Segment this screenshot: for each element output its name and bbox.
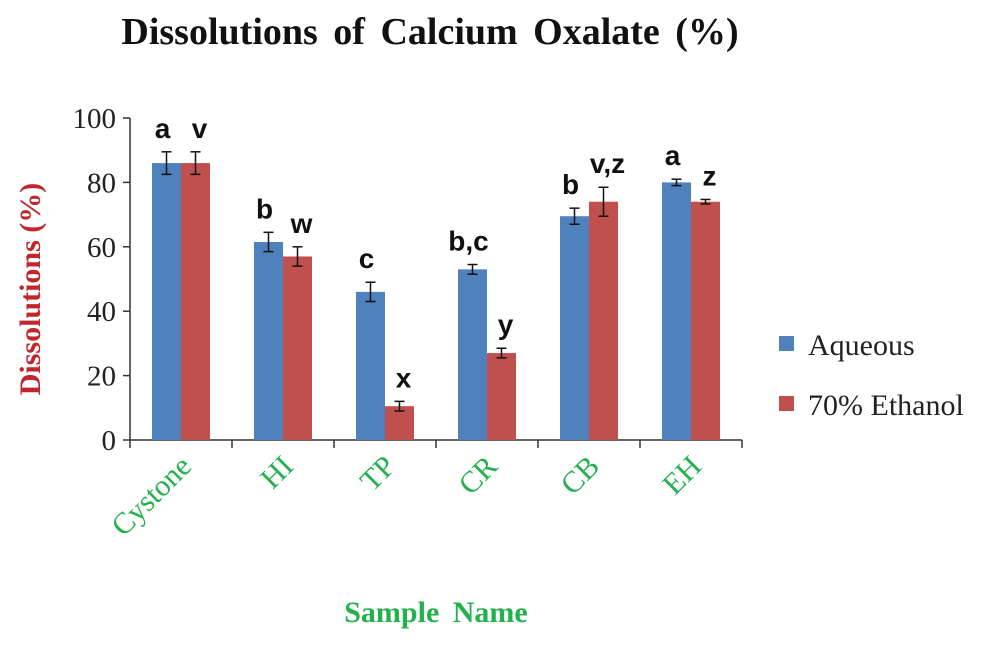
bar-aqueous (356, 291, 385, 440)
y-tick-label: 80 (87, 167, 116, 199)
bar-ethanol (283, 256, 312, 440)
significance-label: x (396, 362, 412, 393)
significance-label: v (192, 113, 208, 144)
category-label: CB (554, 450, 606, 502)
significance-label: a (665, 140, 681, 171)
bar-aqueous (152, 163, 181, 440)
significance-label: w (290, 208, 313, 239)
bar-aqueous (662, 182, 691, 440)
significance-label: b,c (448, 226, 488, 257)
bar-aqueous (458, 269, 487, 440)
category-label: Cystone (105, 450, 198, 543)
significance-label: y (498, 309, 514, 340)
significance-label: b (562, 169, 579, 200)
bar-ethanol (385, 406, 414, 440)
bar-ethanol (589, 201, 618, 440)
category-label: CR (452, 450, 504, 502)
y-tick-label: 20 (87, 361, 116, 393)
legend-label: Aqueous (808, 329, 915, 362)
significance-label: v,z (590, 148, 625, 179)
y-tick-label: 60 (87, 232, 116, 264)
legend-swatch-aqueous (779, 336, 794, 351)
legend-swatch-ethanol (779, 396, 794, 411)
y-tick-label: 40 (87, 296, 116, 328)
category-label: HI (254, 450, 300, 496)
y-axis-title: Dissolutions (%) (14, 183, 47, 396)
significance-label: a (155, 113, 171, 144)
bar-ethanol (487, 353, 516, 440)
category-label: TP (354, 450, 402, 498)
y-tick-label: 100 (73, 103, 117, 135)
bar-ethanol (181, 163, 210, 440)
x-axis-title: Sample Name (344, 596, 527, 629)
significance-label: c (359, 243, 375, 274)
bar-aqueous (254, 241, 283, 440)
legend-label: 70% Ethanol (808, 389, 964, 422)
significance-label: b (256, 193, 273, 224)
y-tick-label: 0 (102, 425, 117, 457)
chart-title: Dissolutions of Calcium Oxalate (%) (121, 11, 739, 53)
bar-ethanol (691, 201, 720, 440)
significance-label: z (703, 160, 717, 191)
category-label: EH (656, 450, 708, 502)
bar-aqueous (560, 216, 589, 440)
